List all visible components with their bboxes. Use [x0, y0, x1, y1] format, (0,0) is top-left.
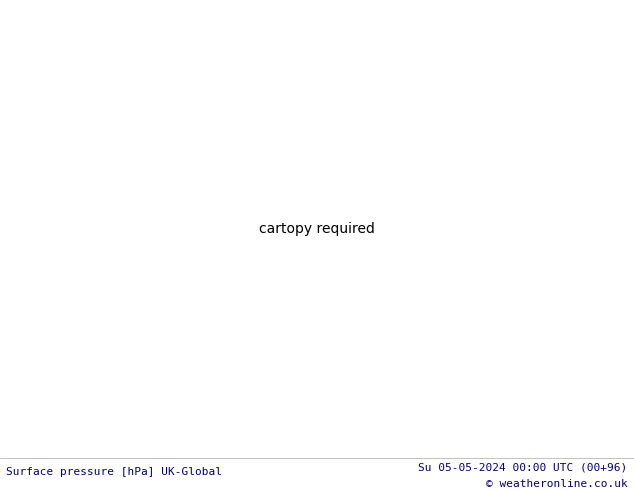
Text: Su 05-05-2024 00:00 UTC (00+96): Su 05-05-2024 00:00 UTC (00+96) [418, 463, 628, 473]
Text: © weatheronline.co.uk: © weatheronline.co.uk [486, 479, 628, 489]
Text: Surface pressure [hPa] UK-Global: Surface pressure [hPa] UK-Global [6, 467, 223, 477]
Text: cartopy required: cartopy required [259, 222, 375, 236]
